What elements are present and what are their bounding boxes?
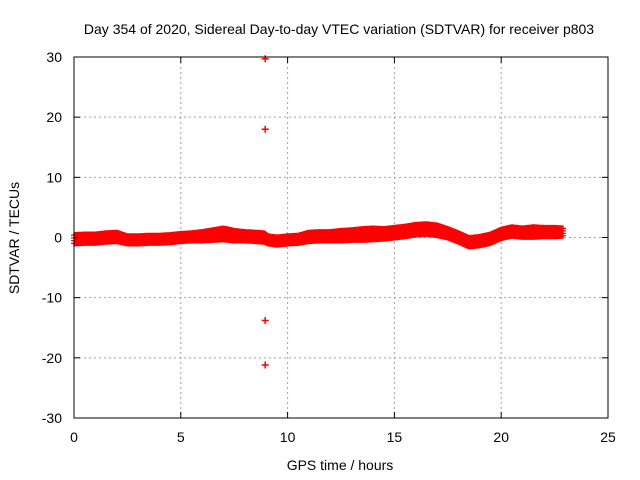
sdtvar-point-band <box>71 221 567 250</box>
x-tick-label: 15 <box>387 429 403 445</box>
sdtvar-outlier-point <box>261 361 269 369</box>
y-tick-label: -20 <box>42 350 62 366</box>
y-tick-labels: -30 -20 -10 0 10 20 30 <box>42 49 62 426</box>
y-tick-label: 30 <box>46 49 62 65</box>
y-tick-label: 0 <box>54 230 62 246</box>
x-tick-labels: 0 5 10 15 20 25 <box>70 429 616 445</box>
x-tick-label: 10 <box>280 429 296 445</box>
sdtvar-outlier-point <box>261 317 269 325</box>
y-tick-label: 20 <box>46 109 62 125</box>
axis-ticks <box>73 56 609 419</box>
x-axis-label: GPS time / hours <box>287 457 394 473</box>
y-tick-label: 10 <box>46 169 62 185</box>
chart-title: Day 354 of 2020, Sidereal Day-to-day VTE… <box>84 21 594 37</box>
x-tick-label: 5 <box>177 429 185 445</box>
x-tick-label: 0 <box>70 429 78 445</box>
y-tick-label: -10 <box>42 290 62 306</box>
x-tick-label: 20 <box>493 429 509 445</box>
y-axis-label: SDTVAR / TECUs <box>6 182 22 294</box>
sdtvar-outlier-point <box>261 125 269 133</box>
y-tick-label: -30 <box>42 410 62 426</box>
sdtvar-outlier-point <box>261 55 269 63</box>
x-tick-label: 25 <box>600 429 616 445</box>
data-points <box>71 55 567 369</box>
